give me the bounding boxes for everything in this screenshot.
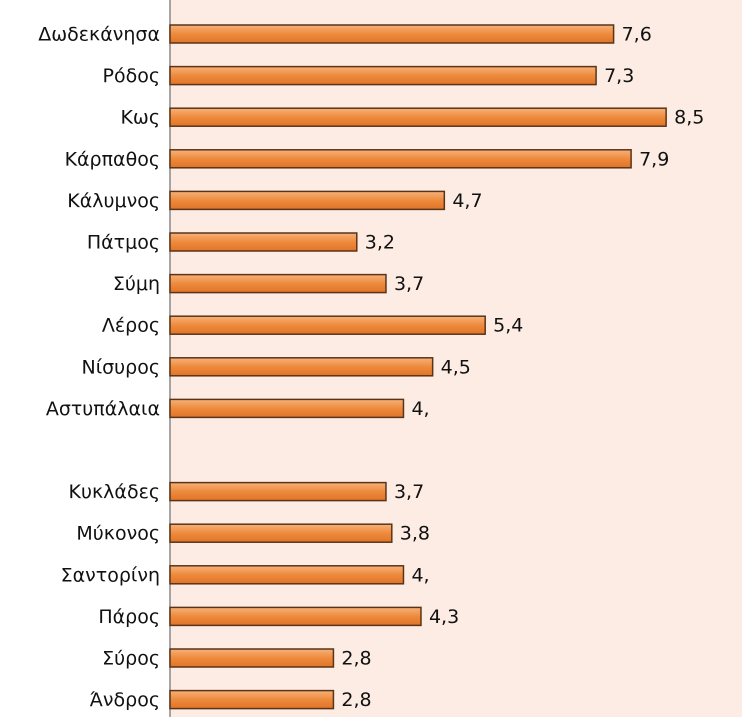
value-label: 3,7 [394,273,424,295]
y-tick-label: Λέρος [102,315,160,337]
y-tick-label: Μύκονος [76,523,160,545]
value-label: 4, [411,398,429,420]
bar [169,648,335,668]
y-tick-label: Άνδρος [90,689,160,711]
value-label: 5,4 [493,315,523,337]
value-label: 8,5 [674,107,704,129]
y-tick-label: Κως [120,107,160,129]
value-label: 7,9 [639,148,669,170]
bar [169,481,387,502]
bar [169,149,632,169]
value-label: 2,8 [341,648,371,670]
value-label: 3,8 [400,523,430,545]
bar [169,190,446,211]
bar [169,357,434,377]
y-tick-label: Δωδεκάνησα [38,24,160,46]
bar [169,24,615,44]
value-label: 4,5 [441,356,471,378]
bar [169,232,358,252]
value-label: 4,7 [452,190,482,212]
value-label: 4, [411,564,429,586]
bar [169,689,335,710]
value-label: 4,3 [429,606,459,628]
y-tick-label: Ρόδος [103,65,160,87]
bar [169,273,387,294]
y-tick-label: Σύμη [113,273,160,295]
value-label: 7,6 [622,24,652,46]
y-tick-label: Αστυπάλαια [46,398,160,420]
value-label: 7,3 [604,65,634,87]
bar [169,565,405,585]
y-tick-label: Πάτμος [87,232,160,254]
bar [169,398,405,419]
y-tick-label: Σαντορίνη [61,564,160,586]
bar [169,107,667,127]
y-tick-label: Κάρπαθος [65,148,160,170]
bar [169,523,393,543]
y-tick-label: Κυκλάδες [69,481,160,503]
bar [169,65,597,86]
value-label: 2,8 [341,689,371,711]
y-tick-label: Πάρος [98,606,160,628]
value-label: 3,7 [394,481,424,503]
value-label: 3,2 [365,232,395,254]
y-tick-label: Σύρος [102,648,160,670]
y-tick-label: Νίσυρος [81,356,160,378]
bar [169,315,486,335]
bar [169,606,422,627]
y-tick-label: Κάλυμνος [67,190,160,212]
